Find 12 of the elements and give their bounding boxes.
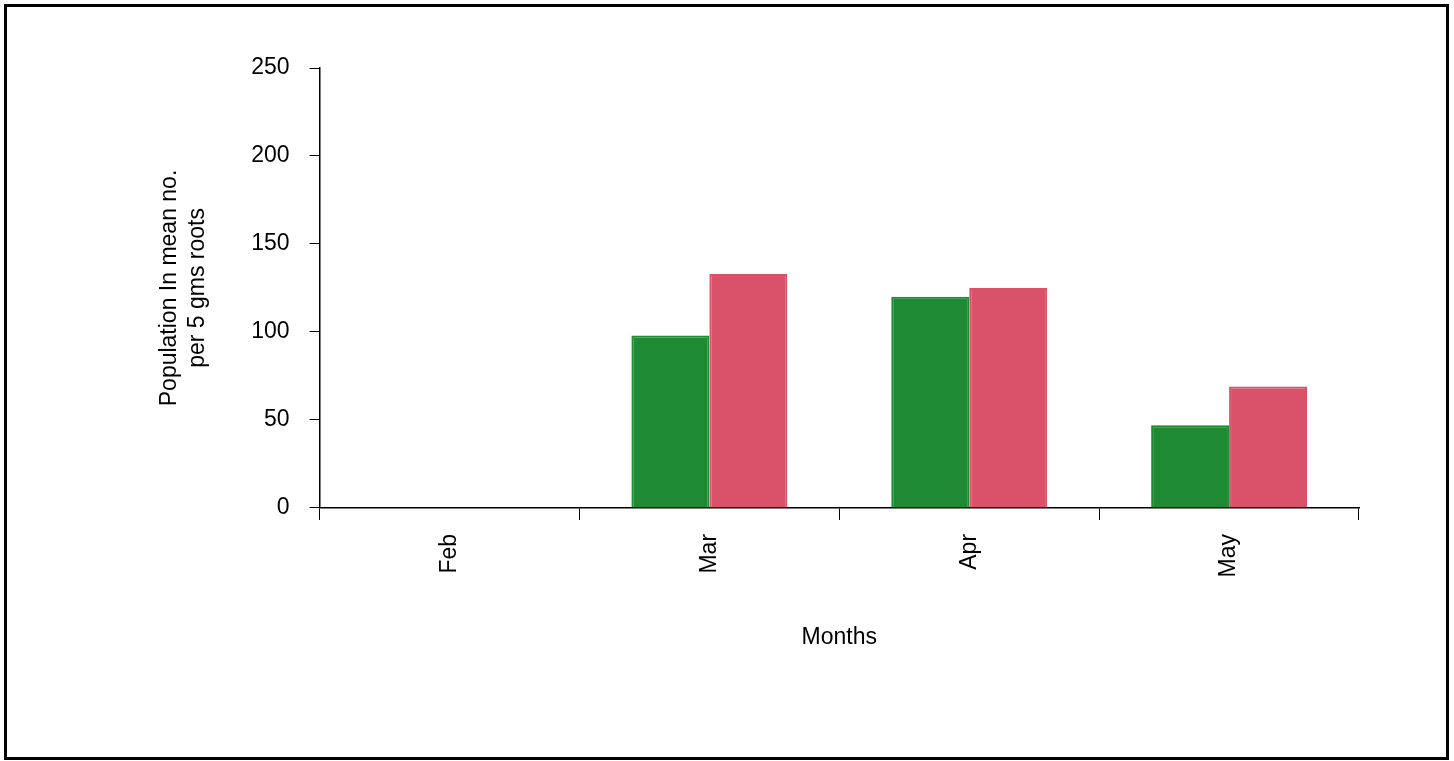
- x-axis-title: Months: [801, 622, 878, 649]
- y-tick-label: 250: [251, 53, 290, 80]
- y-tick-label: 0: [276, 493, 290, 520]
- x-tick-label: May: [1214, 533, 1241, 578]
- y-tick-label: 50: [263, 405, 290, 432]
- y-axis-title: Population In mean no. per 5 gms roots: [155, 169, 209, 407]
- y-tick-label: 100: [251, 317, 290, 344]
- x-tick-label: Apr: [954, 533, 981, 570]
- y-tick-label: 150: [251, 229, 290, 256]
- x-tick-label: Mar: [694, 533, 721, 574]
- y-tick-label: 200: [251, 141, 290, 168]
- x-tick-label: Feb: [434, 533, 461, 574]
